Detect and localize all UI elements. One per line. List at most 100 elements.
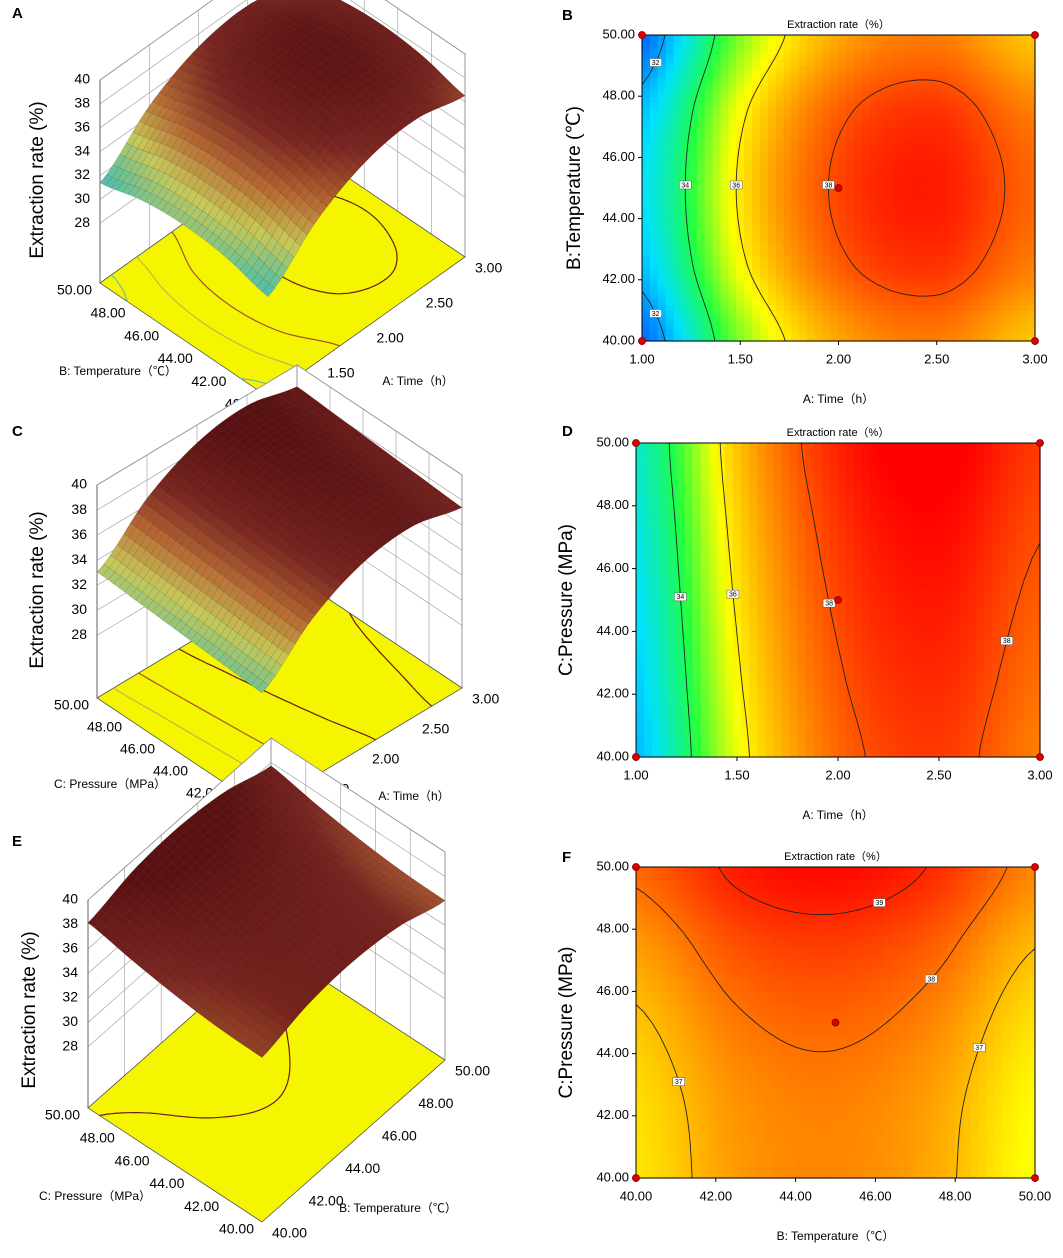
heat-cell xyxy=(846,132,855,140)
heat-cell xyxy=(854,126,863,134)
heat-cell xyxy=(909,273,918,281)
heat-cell xyxy=(689,236,698,244)
heat-cell xyxy=(956,169,965,177)
surface-cell xyxy=(272,56,286,66)
heat-cell xyxy=(932,322,942,330)
heat-cell xyxy=(736,304,745,311)
heat-cell xyxy=(736,310,745,318)
heat-cell xyxy=(862,236,871,244)
heat-cell xyxy=(704,273,714,281)
heat-cell xyxy=(673,328,682,336)
heat-cell xyxy=(877,322,887,330)
heat-cell xyxy=(940,236,950,244)
heat-cell xyxy=(918,725,928,733)
heat-cell xyxy=(744,181,753,189)
heat-cell xyxy=(704,292,714,299)
heat-cell xyxy=(862,224,871,232)
z-axis-label: Extraction rate (%) xyxy=(27,511,48,668)
heat-cell xyxy=(712,71,722,79)
heat-cell xyxy=(924,261,934,269)
x-tick-label: 1.00 xyxy=(629,351,654,366)
heat-cell xyxy=(791,120,800,128)
heat-cell xyxy=(791,322,800,330)
heat-cell xyxy=(783,285,792,293)
heat-cell xyxy=(948,206,957,214)
heat-cell xyxy=(673,108,682,116)
heat-cell xyxy=(838,719,847,727)
heat-cell xyxy=(767,132,777,140)
heat-cell xyxy=(814,59,824,67)
heat-cell xyxy=(830,41,840,48)
heat-cell xyxy=(649,41,659,48)
heat-cell xyxy=(846,230,855,238)
heat-cell xyxy=(830,114,840,122)
heat-cell xyxy=(704,200,714,207)
heat-cell xyxy=(964,285,973,293)
heat-cell xyxy=(924,218,934,226)
heat-cell xyxy=(972,53,981,61)
heat-cell xyxy=(995,126,1005,134)
heat-cell xyxy=(781,713,791,720)
heat-cell xyxy=(814,108,824,116)
heat-cell xyxy=(642,120,651,128)
heat-cell xyxy=(807,230,816,238)
heat-cell xyxy=(885,126,895,134)
heat-cell xyxy=(987,218,997,226)
heat-cell xyxy=(765,700,774,708)
heat-cell xyxy=(757,687,766,695)
heat-cell xyxy=(909,132,918,140)
heat-cell xyxy=(807,285,816,293)
surface-cell xyxy=(238,47,252,57)
heat-cell xyxy=(869,102,879,110)
heat-cell xyxy=(775,249,785,256)
heat-cell xyxy=(791,126,800,134)
heat-cell xyxy=(987,328,997,336)
surface-cell xyxy=(248,12,262,21)
heat-cell xyxy=(987,316,997,324)
heat-cell xyxy=(791,71,800,79)
heat-cell xyxy=(749,719,758,727)
heat-cell xyxy=(736,224,745,232)
heat-cell xyxy=(660,738,669,746)
heat-cell xyxy=(902,744,912,752)
heat-cell xyxy=(924,169,934,177)
heat-cell xyxy=(932,200,942,207)
heat-cell xyxy=(932,71,942,79)
heat-cell xyxy=(893,90,902,97)
heat-cell xyxy=(689,132,698,140)
heat-cell xyxy=(1027,310,1036,318)
heat-cell xyxy=(665,145,675,152)
heat-cell xyxy=(1027,120,1036,128)
heat-cell xyxy=(822,35,832,42)
heat-cell xyxy=(744,279,753,287)
heat-cell xyxy=(765,731,774,739)
heat-cell xyxy=(1011,53,1020,61)
heat-cell xyxy=(1011,181,1020,189)
heat-cell xyxy=(822,114,832,122)
heat-cell xyxy=(878,713,888,720)
heat-cell xyxy=(814,169,824,177)
heat-cell xyxy=(720,132,730,140)
surface-cell xyxy=(278,59,292,70)
heat-cell xyxy=(1003,169,1013,177)
heat-cell xyxy=(1019,255,1028,263)
heat-cell xyxy=(909,230,918,238)
heat-cell xyxy=(1027,292,1036,299)
heat-cell xyxy=(917,108,926,116)
heat-cell xyxy=(943,687,952,695)
heat-cell xyxy=(814,279,824,287)
heat-cell xyxy=(885,218,895,226)
heat-cell xyxy=(1003,316,1013,324)
heat-cell xyxy=(885,194,895,201)
heat-cell xyxy=(708,738,718,746)
heat-cell xyxy=(893,243,902,250)
surface-cell xyxy=(162,108,176,121)
heat-cell xyxy=(759,132,769,140)
heat-cell xyxy=(807,206,816,214)
heat-cell xyxy=(767,83,777,91)
heat-cell xyxy=(1011,218,1020,226)
heat-cell xyxy=(940,175,950,183)
heat-cell xyxy=(917,132,926,140)
heat-cell xyxy=(830,83,840,91)
heat-cell xyxy=(744,77,753,85)
